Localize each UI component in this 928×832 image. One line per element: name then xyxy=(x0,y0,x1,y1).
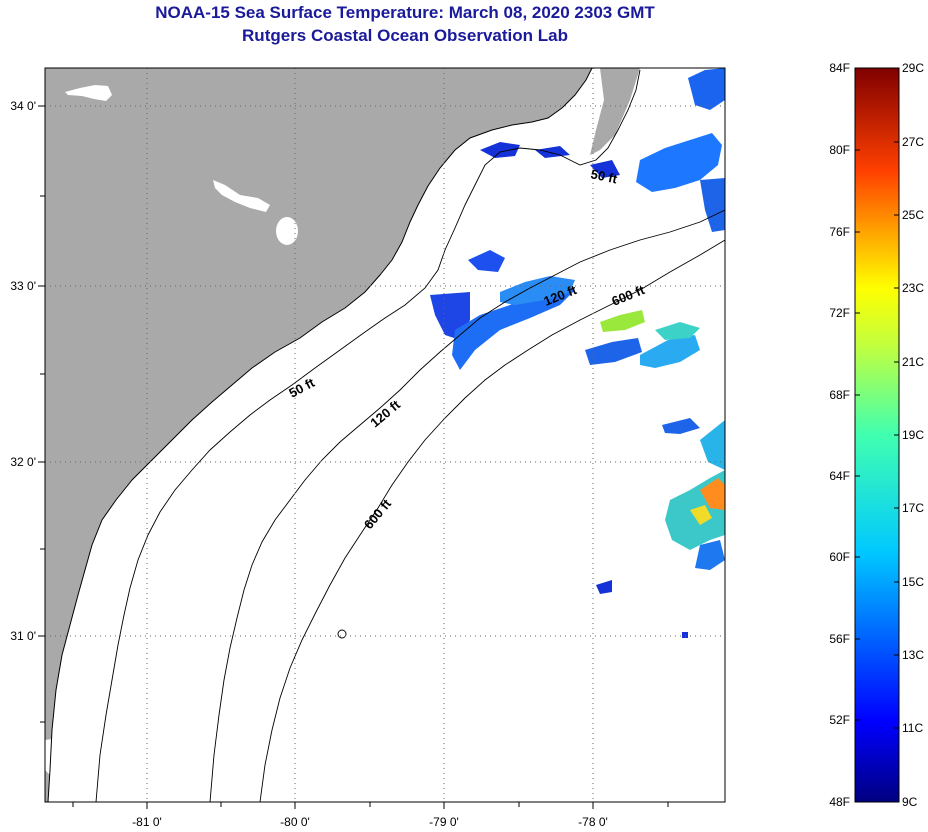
colorbar-label-f: 80F xyxy=(829,143,850,157)
map-ticks xyxy=(38,105,669,809)
colorbar-label-c: 29C xyxy=(902,61,924,75)
colorbar-label-c: 9C xyxy=(902,795,918,809)
inland-water xyxy=(276,217,298,245)
colorbar-label-c: 25C xyxy=(902,208,924,222)
colorbar-label-f: 56F xyxy=(829,632,850,646)
colorbar-label-f: 72F xyxy=(829,306,850,320)
isobath-50ft xyxy=(95,69,641,802)
colorbar-label-f: 68F xyxy=(829,388,850,402)
sst-data-layer xyxy=(430,68,725,638)
colorbar-label-c: 15C xyxy=(902,575,924,589)
colorbar-label-c: 21C xyxy=(902,355,924,369)
seamount-contour xyxy=(337,629,347,639)
colorbar-label-c: 19C xyxy=(902,428,924,442)
lon-label: -79 0' xyxy=(429,815,459,829)
lat-label: 32 0' xyxy=(10,455,36,469)
colorbar xyxy=(855,68,899,802)
inland-water xyxy=(213,180,270,212)
colorbar-label-f: 52F xyxy=(829,713,850,727)
map-subtitle: Rutgers Coastal Ocean Observation Lab xyxy=(242,26,568,45)
colorbar-ticks-f xyxy=(855,149,860,721)
colorbar-label-f: 64F xyxy=(829,469,850,483)
colorbar-label-c: 11C xyxy=(902,721,923,735)
colorbar-label-c: 17C xyxy=(902,501,924,515)
colorbar-label-c: 13C xyxy=(902,648,924,662)
isobath-600ft xyxy=(259,239,725,802)
colorbar-ticks-c xyxy=(894,141,899,729)
lat-label: 34 0' xyxy=(10,99,36,113)
colorbar-label-c: 23C xyxy=(902,281,924,295)
inland-water xyxy=(65,85,112,101)
colorbar-label-f: 60F xyxy=(829,550,850,564)
lat-label: 33 0' xyxy=(10,279,36,293)
land-mass xyxy=(45,68,592,802)
colorbar-label-f: 76F xyxy=(829,225,850,239)
map-frame xyxy=(44,67,726,803)
contour-label-50ft: 50 ft xyxy=(589,166,619,186)
colorbar-label-f: 84F xyxy=(829,61,850,75)
lat-label: 31 0' xyxy=(10,629,36,643)
coastline xyxy=(47,68,593,802)
land-mass-cape xyxy=(590,68,640,155)
isobath-120ft xyxy=(209,209,725,802)
lon-label: -80 0' xyxy=(280,815,310,829)
lon-label: -78 0' xyxy=(578,815,608,829)
lon-label: -81 0' xyxy=(132,815,162,829)
lat-lon-grid xyxy=(45,68,725,802)
colorbar-label-f: 48F xyxy=(829,795,850,809)
inland-water xyxy=(45,738,72,775)
map-title: NOAA-15 Sea Surface Temperature: March 0… xyxy=(155,3,655,22)
colorbar-label-c: 27C xyxy=(902,135,924,149)
